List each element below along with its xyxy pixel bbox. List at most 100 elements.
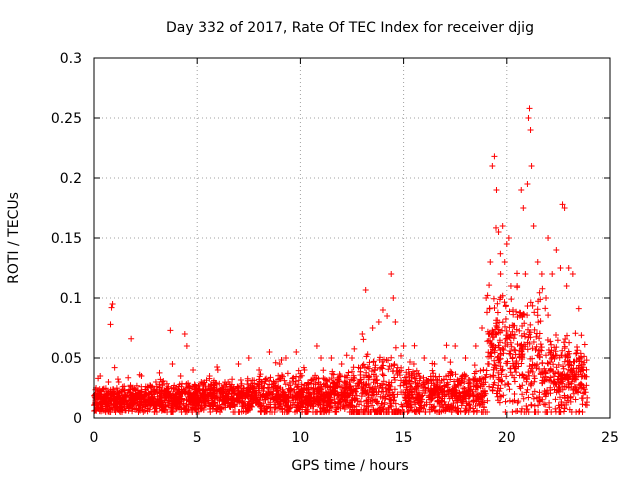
data-point: [553, 247, 560, 253]
data-point: [565, 265, 572, 271]
data-point: [328, 355, 335, 361]
data-point: [509, 307, 516, 313]
y-tick-label: 0.1: [60, 291, 82, 307]
data-point: [559, 201, 566, 208]
data-points: [93, 105, 587, 400]
data-point: [421, 355, 428, 361]
data-point: [520, 205, 527, 211]
data-point: [105, 379, 112, 385]
data-point: [549, 271, 556, 277]
y-tick-label: 0: [73, 411, 82, 427]
axis-ticks: [93, 57, 611, 419]
x-tick-label: 25: [601, 430, 619, 446]
data-point: [534, 259, 541, 265]
data-point: [530, 223, 537, 229]
data-point: [128, 335, 135, 342]
data-point: [527, 127, 534, 133]
data-point: [144, 385, 151, 391]
data-point: [359, 331, 366, 337]
data-point: [557, 265, 564, 271]
data-point: [214, 367, 221, 373]
data-point: [493, 187, 500, 193]
x-tick-label: 10: [291, 430, 309, 446]
data-point: [538, 271, 545, 277]
x-axis-label: GPS time / hours: [291, 458, 408, 474]
data-point: [152, 379, 159, 385]
data-point: [487, 259, 494, 265]
data-point: [190, 367, 197, 373]
data-point: [349, 355, 355, 361]
data-point: [167, 327, 174, 334]
data-point: [101, 391, 108, 397]
data-point: [266, 349, 273, 355]
data-point: [301, 367, 308, 373]
data-point: [276, 361, 283, 367]
x-tick-labels: 0 5 10 15 20 25: [90, 430, 619, 446]
data-point: [441, 355, 448, 361]
y-tick-label: 0.05: [51, 351, 82, 367]
data-point: [489, 163, 496, 169]
y-tick-label: 0.3: [60, 51, 82, 67]
data-point: [563, 283, 570, 289]
data-point: [499, 223, 506, 229]
data-point: [545, 235, 552, 241]
x-tick-label: 5: [193, 430, 202, 446]
data-point: [225, 379, 232, 385]
data-point: [159, 379, 166, 385]
data-point: [524, 181, 531, 187]
y-tick-label: 0.2: [60, 171, 82, 187]
data-point: [526, 105, 533, 112]
data-point: [293, 349, 300, 355]
y-tick-labels: 0 0.05 0.1 0.15 0.2 0.25 0.3: [51, 51, 82, 427]
data-point: [379, 307, 386, 313]
data-point: [181, 331, 188, 337]
dense-data-cloud: [91, 224, 591, 415]
data-point: [384, 313, 391, 319]
data-point: [543, 295, 550, 301]
data-point: [479, 325, 486, 331]
data-point: [121, 391, 128, 397]
data-point: [462, 355, 469, 361]
data-point: [245, 355, 252, 361]
data-point: [400, 343, 407, 349]
data-point: [97, 373, 104, 379]
data-point: [569, 271, 576, 277]
data-point: [452, 343, 459, 349]
data-point: [235, 361, 242, 367]
data-point: [375, 319, 382, 325]
data-point: [505, 235, 512, 241]
y-tick-label: 0.15: [51, 231, 82, 247]
data-point: [497, 271, 504, 277]
data-point: [483, 295, 490, 301]
data-point: [503, 241, 510, 247]
data-point: [522, 271, 529, 277]
data-point: [507, 283, 514, 289]
data-point: [282, 355, 289, 361]
data-point: [109, 301, 116, 307]
data-point: [183, 343, 190, 349]
data-point: [501, 259, 508, 265]
x-tick-label: 20: [498, 430, 516, 446]
data-point: [388, 271, 395, 277]
data-point: [431, 361, 438, 367]
data-point: [177, 373, 184, 379]
data-point: [472, 343, 479, 349]
y-axis-label: ROTI / TECUs: [6, 192, 22, 284]
data-point: [528, 163, 535, 169]
data-point: [108, 304, 115, 311]
data-point: [111, 364, 118, 371]
data-point: [495, 229, 502, 235]
data-point: [206, 373, 213, 379]
data-point: [518, 187, 525, 193]
data-point: [256, 367, 263, 373]
data-point: [392, 319, 399, 325]
data-point: [390, 295, 397, 301]
data-point: [525, 115, 532, 121]
data-point: [576, 355, 583, 361]
data-point: [198, 379, 205, 385]
data-point: [561, 205, 568, 211]
x-tick-label: 0: [90, 430, 99, 446]
x-tick-label: 15: [395, 430, 413, 446]
data-point: [169, 361, 176, 367]
